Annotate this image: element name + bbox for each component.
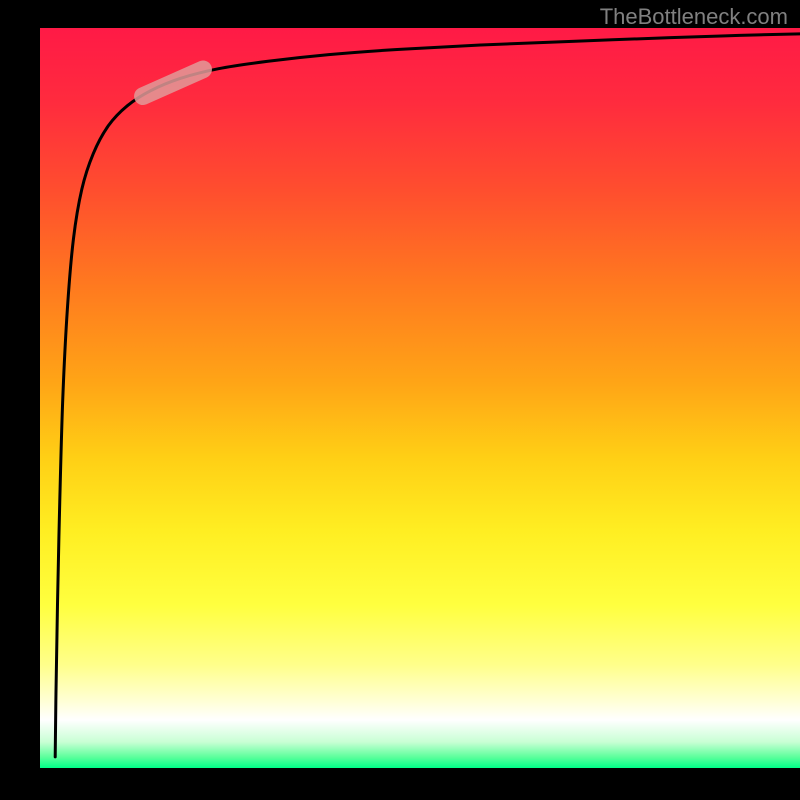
- plot-area: [40, 28, 800, 768]
- highlight-marker-layer: [40, 28, 800, 768]
- chart-root: TheBottleneck.com: [0, 0, 800, 800]
- highlight-marker: [131, 58, 215, 108]
- attribution-label: TheBottleneck.com: [600, 4, 788, 30]
